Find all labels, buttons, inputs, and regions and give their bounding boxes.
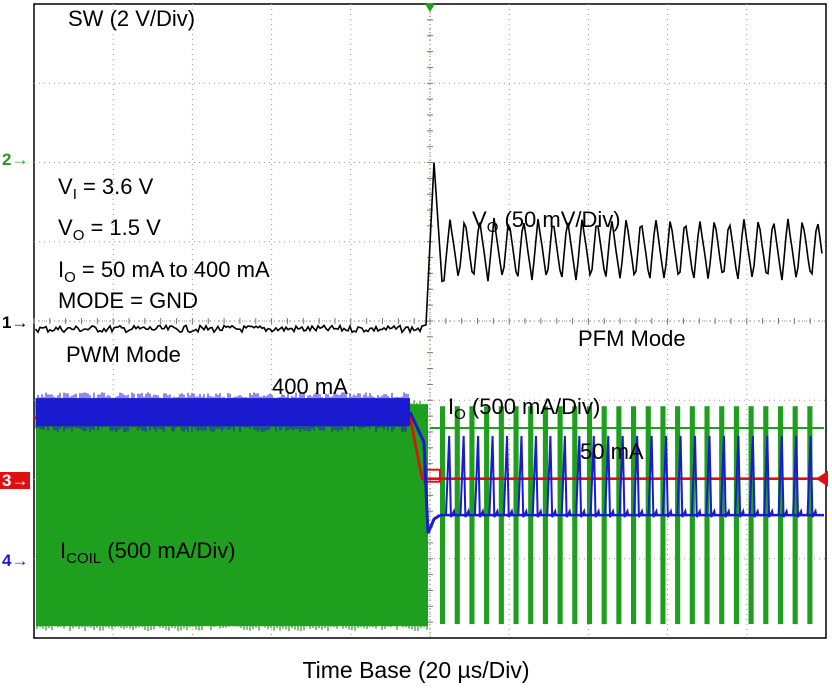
trigger-position-marker xyxy=(425,4,435,12)
icoil-pfm-pulse xyxy=(575,435,586,518)
x-axis-label: Time Base (20 µs/Div) xyxy=(302,657,530,683)
graticule xyxy=(33,3,827,639)
icoil-pfm-pulse xyxy=(777,435,789,518)
icoil-pfm-pulse xyxy=(459,435,471,518)
icoil-pfm-pulse xyxy=(589,435,601,518)
pfm-mode-label: PFM Mode xyxy=(578,326,686,351)
pwm-mode-label: PWM Mode xyxy=(66,342,181,367)
icoil-pwm-noise xyxy=(35,392,409,433)
sw-trace-label: SW (2 V/Div) xyxy=(68,6,196,31)
channel-1-marker: 1→ xyxy=(2,313,29,332)
condition-vo: VO = 1.5 V xyxy=(58,215,161,244)
condition-vi: VI = 3.6 V xyxy=(58,174,154,203)
condition-mode: MODE = GND xyxy=(58,288,198,313)
icoil-pfm-pulse xyxy=(488,435,500,518)
io-trace-label: IO (500 mA/Div) xyxy=(448,394,601,423)
icoil-pfm-pulse xyxy=(705,435,716,518)
icoil-pfm-pulse xyxy=(661,435,673,518)
icoil-pfm-pulse xyxy=(445,435,456,518)
vo-trace-label: VO (50 mV/Div) xyxy=(472,207,621,236)
icoil-trace xyxy=(35,392,824,534)
icoil-pfm-pulse xyxy=(748,435,760,518)
icoil-pfm-pulse xyxy=(690,435,702,518)
icoil-pfm-pulse xyxy=(531,435,543,518)
io-400ma-label: 400 mA xyxy=(272,374,348,399)
condition-io: IO = 50 mA to 400 mA xyxy=(58,257,270,286)
icoil-pfm-pulse xyxy=(473,435,485,518)
icoil-pfm-pulse xyxy=(517,435,528,518)
vo-trace xyxy=(35,162,823,335)
icoil-pfm-pulse xyxy=(502,435,514,518)
icoil-pfm-pulse xyxy=(719,435,731,518)
io-50ma-label: 50 mA xyxy=(580,439,644,464)
sw-pwm-envelope xyxy=(36,404,428,627)
channel-2-marker: 2→ xyxy=(2,150,29,169)
icoil-pfm-pulse xyxy=(647,435,659,518)
icoil-pfm-pulse xyxy=(734,435,745,518)
icoil-transition xyxy=(408,411,441,534)
icoil-pfm-pulse xyxy=(763,435,774,518)
icoil-pfm-pulse xyxy=(676,435,688,518)
icoil-pfm-pulse xyxy=(806,435,818,518)
icoil-pfm-pulse xyxy=(618,435,630,518)
channel-3-marker: 3→ xyxy=(0,471,31,490)
icoil-pfm-pulse xyxy=(546,435,557,518)
trace-group xyxy=(34,162,828,632)
channel-4-marker: 4→ xyxy=(2,551,29,570)
marker-group xyxy=(425,4,435,12)
icoil-pfm-pulse xyxy=(633,435,644,518)
icoil-pfm-pulse xyxy=(560,435,572,518)
icoil-pfm-pulse xyxy=(604,435,615,518)
icoil-trace-label: ICOIL (500 mA/Div) xyxy=(60,538,236,567)
icoil-pfm-pulse xyxy=(792,435,803,518)
io-reference-arrow xyxy=(816,470,828,487)
